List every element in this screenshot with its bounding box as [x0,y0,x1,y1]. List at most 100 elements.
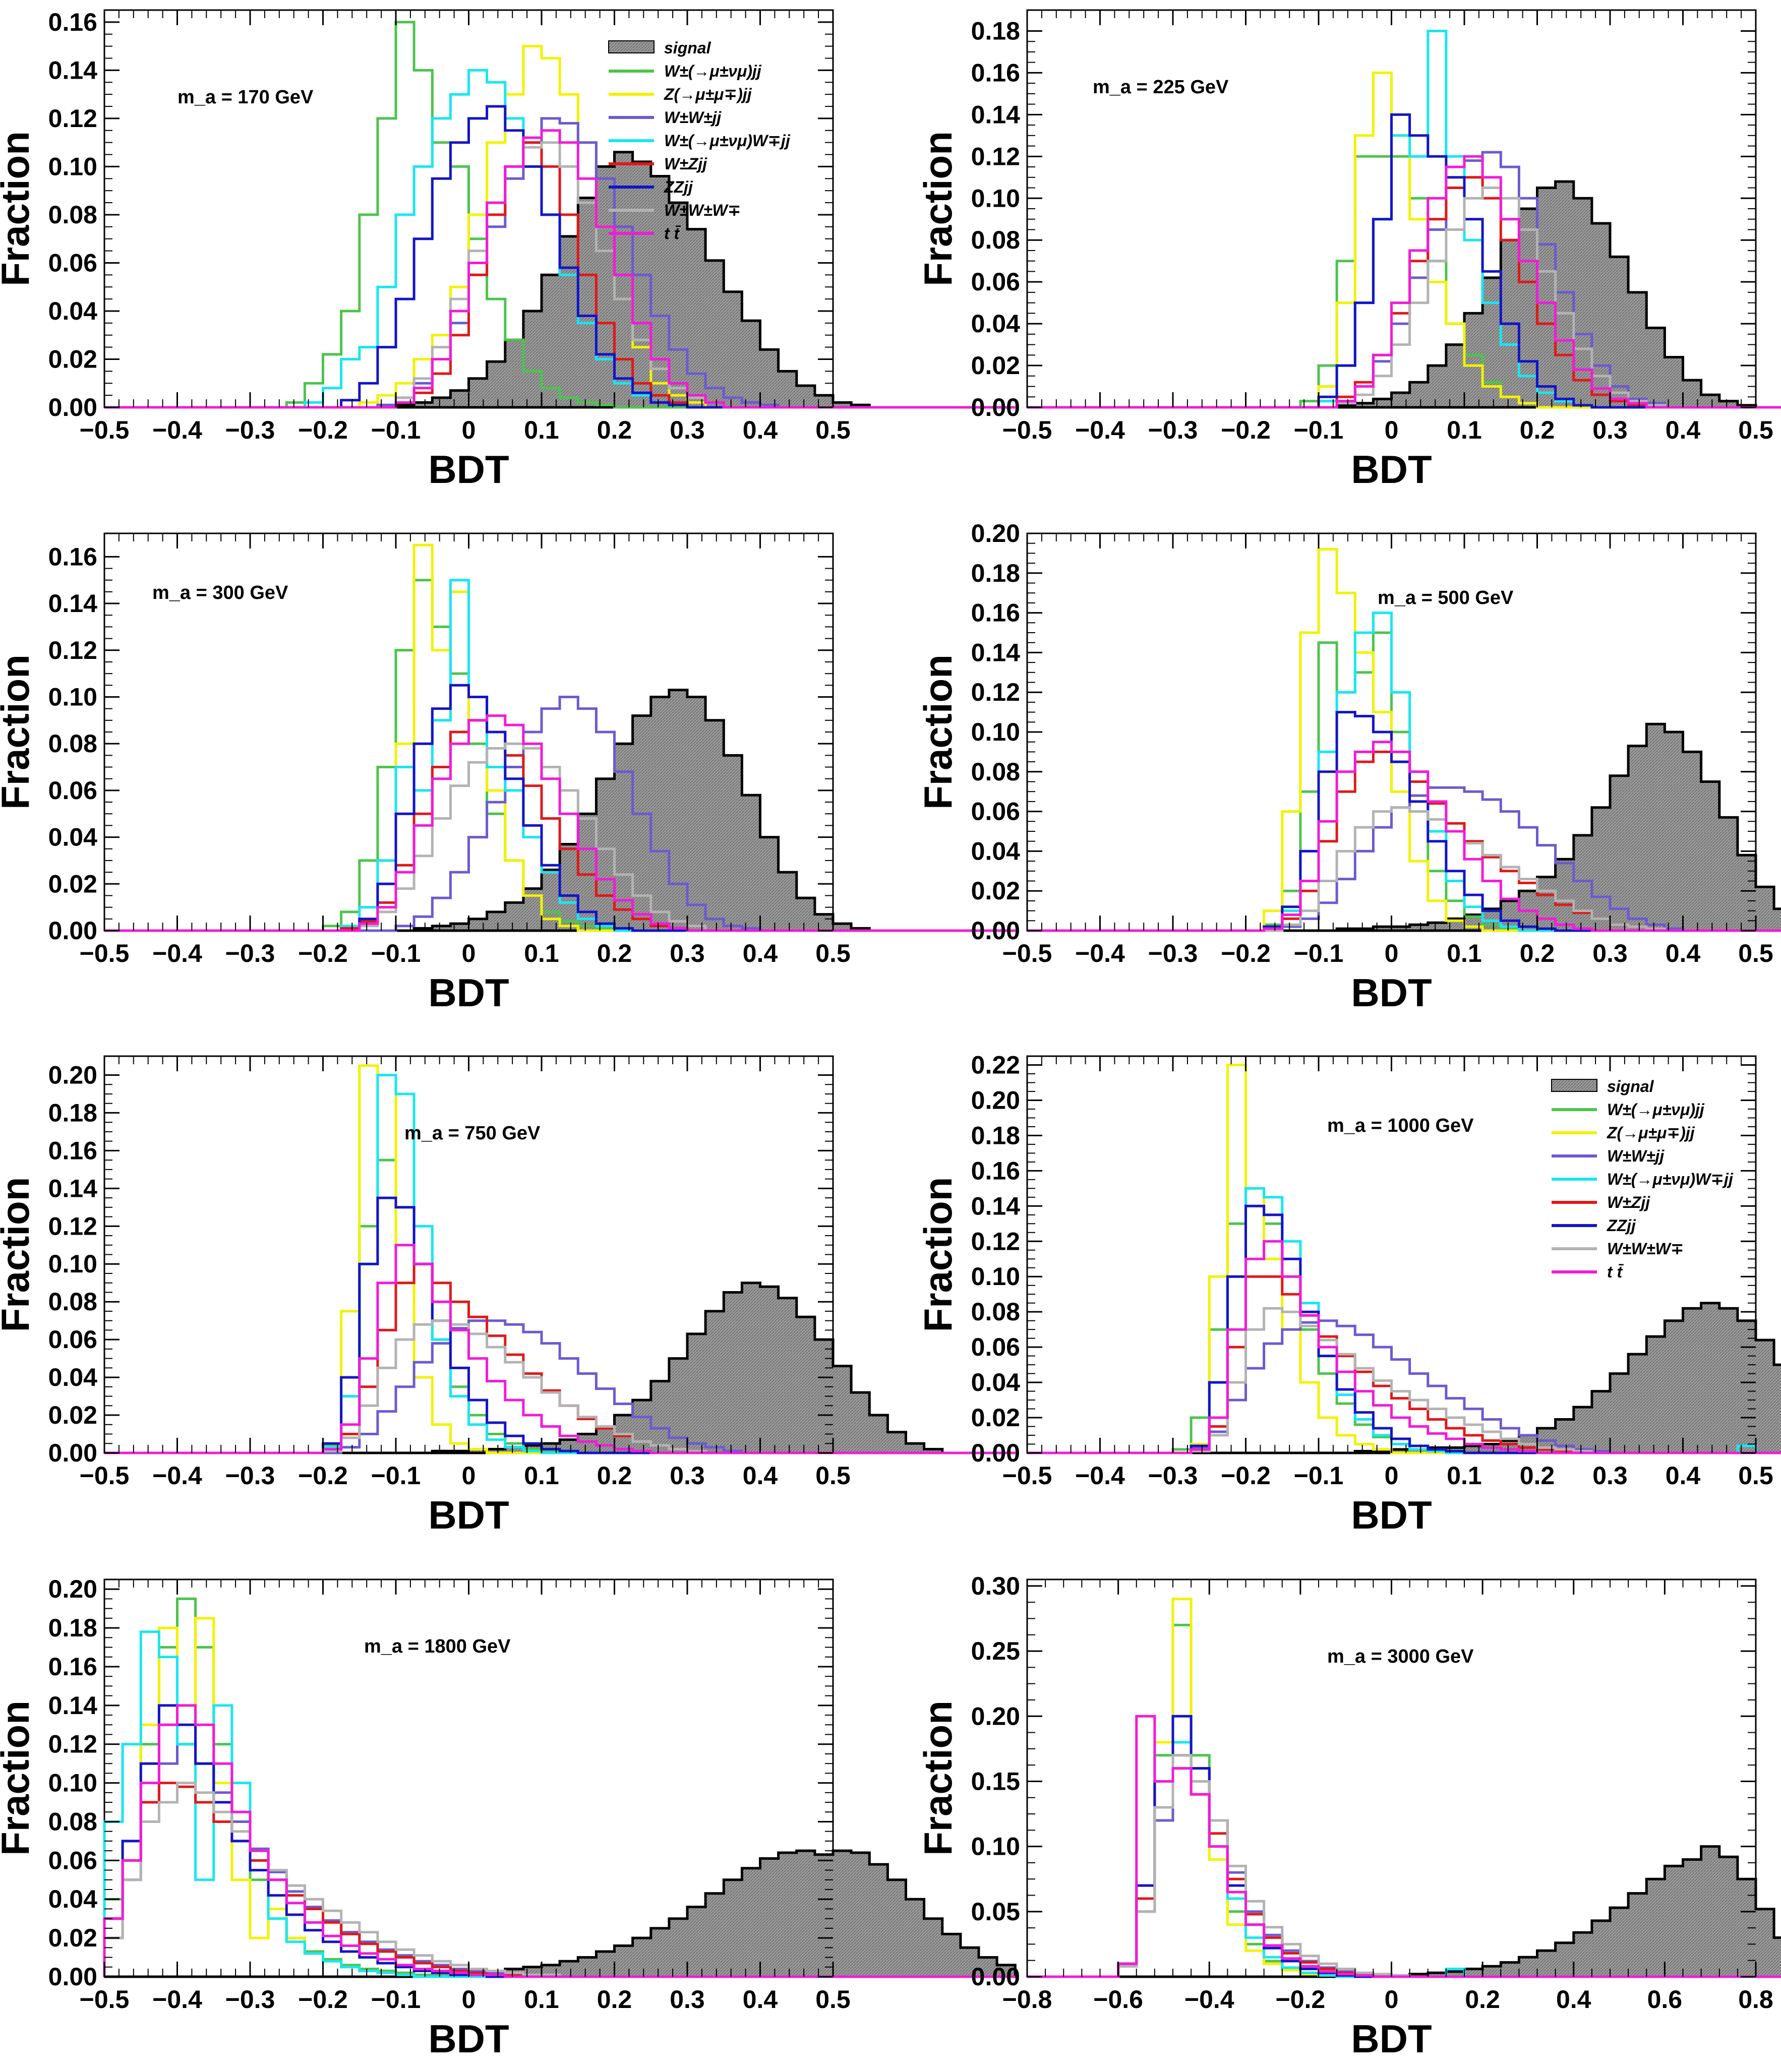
legend: signal W±(→μ±νμ)jj Z(→μ±μ∓)jj W±W±jj W±(→μ±ν… [608,39,791,242]
x-tick-label: −0.2 [1221,416,1271,444]
x-tick-label: −0.4 [152,1985,202,2014]
y-axis-title: Fraction [0,1700,37,1856]
x-tick-label: 0.5 [815,939,851,967]
x-tick-label: −0.3 [1148,939,1198,967]
x-tick-label: −0.3 [1148,1461,1198,1490]
legend-label: signal [1607,1077,1654,1095]
x-tick-label: −0.1 [1294,416,1344,444]
x-tick-label: 0.5 [1738,416,1773,444]
y-tick-label: 0.18 [971,559,1020,587]
legend-label: W±W±jj [664,108,722,127]
x-tick-label: 0.4 [743,416,778,444]
x-axis-title: BDT [428,1493,509,1537]
x-axis-title: BDT [1351,1493,1432,1537]
legend: signal W±(→μ±νμ)jj Z(→μ±μ∓)jj W±W±jj W±(→μ±ν… [1551,1077,1734,1281]
x-tick-label: 0.3 [670,939,705,967]
y-tick-label: 0.06 [48,776,97,805]
y-tick-label: 0.00 [971,917,1020,945]
y-tick-label: 0.16 [971,1156,1020,1185]
y-tick-label: 0.14 [971,100,1021,129]
x-tick-label: −0.4 [1075,1461,1125,1490]
y-axis-title: Fraction [0,1177,37,1332]
x-tick-label: 0 [462,1461,476,1490]
x-tick-label: 0.6 [1647,1985,1683,2014]
x-tick-label: −0.5 [1002,939,1052,967]
x-tick-label: −0.4 [152,416,202,444]
histogram-panel-6: 0.000.020.040.060.080.100.120.140.160.18… [916,1051,1781,1537]
y-tick-label: 0.04 [48,1363,98,1391]
y-tick-label: 0.06 [971,798,1020,826]
histogram-series-8 [1027,1715,1781,1978]
y-tick-label: 0.05 [971,1898,1020,1926]
y-tick-label: 0.04 [48,1885,98,1913]
legend-label: Z(→μ±μ∓)jj [1607,1124,1695,1142]
legend-label: ZZjj [1607,1216,1636,1235]
x-tick-label: −0.5 [1002,416,1052,444]
x-tick-label: −0.2 [1221,939,1271,967]
x-tick-label: 0.3 [1592,416,1628,444]
x-tick-label: 0.4 [743,1461,778,1490]
y-tick-label: 0.00 [971,1963,1020,1991]
x-axis-title: BDT [428,2017,509,2061]
y-tick-label: 0.10 [971,1262,1020,1291]
y-tick-label: 0.14 [48,56,98,84]
x-tick-label: 0.4 [743,939,778,967]
y-tick-label: 0.12 [48,1730,97,1758]
y-tick-label: 0.02 [48,1401,97,1429]
histogram-series-8 [1027,741,1781,932]
y-tick-label: 0.08 [48,729,97,758]
x-tick-label: 0 [462,416,476,444]
x-tick-label: 0.5 [815,1461,851,1490]
histogram-series-8 [103,1704,1016,1978]
x-tick-label: −0.3 [225,1985,275,2014]
x-tick-label: −0.4 [1075,416,1125,444]
x-tick-label: 0.3 [670,416,705,444]
y-tick-label: 0.02 [971,351,1020,380]
y-axis-title: Fraction [916,654,960,810]
x-tick-label: 0 [1385,416,1399,444]
histogram-panel-7: 0.000.020.040.060.080.100.120.140.160.18… [0,1575,1017,2061]
histogram-series-8 [104,129,1016,409]
x-tick-label: 0.5 [815,416,851,444]
mass-label: m_a = 750 GeV [404,1123,541,1144]
y-tick-label: 0.16 [48,8,97,36]
y-tick-label: 0.04 [971,1368,1021,1396]
x-tick-label: 0.2 [597,416,632,444]
histogram-panel-3: 0.000.020.040.060.080.100.120.140.16−0.5… [0,532,1016,1015]
y-tick-label: 0.16 [48,1653,97,1681]
y-tick-label: 0.18 [971,17,1020,45]
mass-label: m_a = 170 GeV [177,87,314,108]
x-tick-label: 0.1 [524,416,559,444]
y-tick-label: 0.08 [48,1288,97,1316]
y-tick-label: 0.02 [48,345,97,373]
x-tick-label: −0.2 [298,1985,348,2014]
x-tick-label: 0.2 [1520,939,1555,967]
y-tick-label: 0.14 [971,638,1021,666]
y-tick-label: 0.16 [971,599,1020,627]
y-tick-label: 0.06 [48,1846,97,1874]
x-tick-label: 0.2 [1520,1461,1555,1490]
x-tick-label: −0.3 [225,416,275,444]
legend-label: t t̄ [664,224,681,242]
x-axis-title: BDT [1351,447,1432,492]
y-tick-label: 0.10 [971,718,1020,746]
y-tick-label: 0.20 [971,519,1020,547]
y-tick-label: 0.02 [48,1924,97,1952]
x-tick-label: −0.2 [1221,1461,1271,1490]
histogram-panel-1: 0.000.020.040.060.080.100.120.140.16−0.5… [0,8,1016,492]
x-tick-label: −0.4 [152,1461,202,1490]
legend-label: W±W±W∓ [664,201,741,219]
x-tick-label: −0.5 [80,1461,130,1490]
mass-label: m_a = 1800 GeV [364,1636,511,1657]
x-tick-label: 0.2 [597,939,632,967]
x-tick-label: −0.4 [152,939,202,967]
y-tick-label: 0.14 [48,589,98,618]
y-tick-label: 0.20 [48,1575,97,1603]
y-tick-label: 0.00 [48,1963,97,1991]
x-tick-label: −0.2 [298,939,348,967]
x-tick-label: −0.2 [298,1461,348,1490]
x-tick-label: 0 [1385,1461,1399,1490]
y-tick-label: 0.12 [48,1212,97,1240]
y-tick-label: 0.08 [971,226,1020,254]
